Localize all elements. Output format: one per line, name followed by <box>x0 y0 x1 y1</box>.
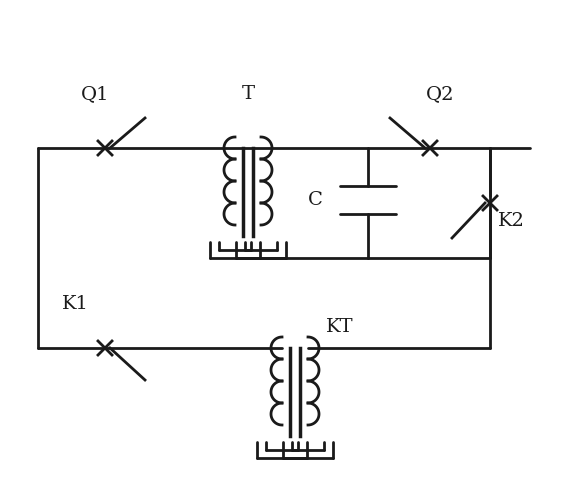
Text: K2: K2 <box>498 212 525 230</box>
Text: KT: KT <box>326 318 354 336</box>
Text: Q1: Q1 <box>81 85 109 103</box>
Text: C: C <box>308 191 323 209</box>
Text: K1: K1 <box>61 295 89 313</box>
Text: Q2: Q2 <box>426 85 454 103</box>
Text: T: T <box>241 85 254 103</box>
